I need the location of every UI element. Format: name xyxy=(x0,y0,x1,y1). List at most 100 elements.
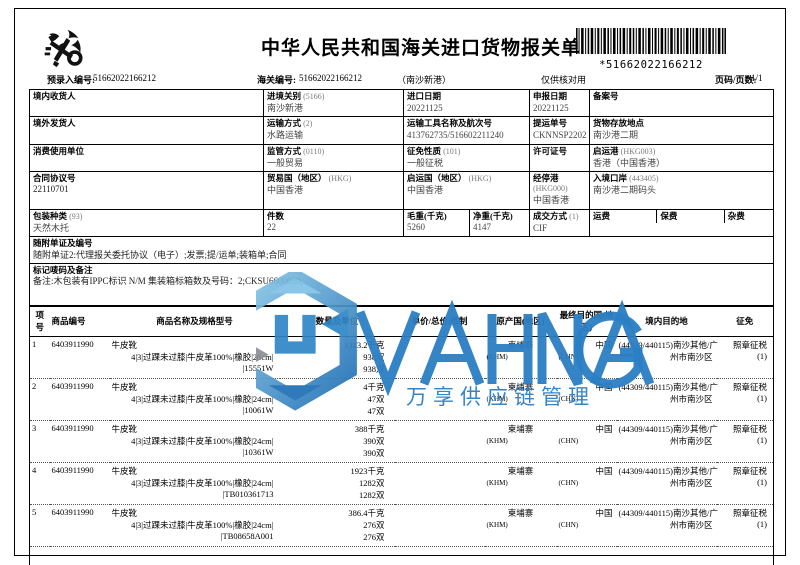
row-qty-line-1: 388千克 xyxy=(354,423,385,434)
cell-name-spec: 牛皮靴 4|3|过踝未过膝|牛皮革100%|橡胶|24cm| |10361W xyxy=(109,420,280,463)
row-dest-code: (44309/440115)南沙其他/广 xyxy=(618,423,718,434)
form-header: 中华人民共和国海关进口货物报关单 xyxy=(29,23,773,73)
col-origin: 原产国(地区) xyxy=(484,305,557,337)
field-consignee-cn[interactable]: 境内收货人 xyxy=(29,88,264,118)
col-hs-code: 商品编号 xyxy=(49,305,110,337)
cell-qty-unit: 4千克 47双 47双 xyxy=(279,378,395,421)
cell-item-no: 5 xyxy=(29,504,50,547)
cell-levy: 照章征税 (1) xyxy=(716,336,774,379)
field-departure-port[interactable]: 启运港 (HKG003) 香港（中国香港） xyxy=(589,143,775,172)
table-row[interactable]: 2 6403911990 牛皮靴 4|3|过踝未过膝|牛皮革100%|橡胶|24cm|… xyxy=(29,378,774,421)
row-goods-spec: 4|3|过踝未过膝|牛皮革100%|橡胶|24cm| xyxy=(131,477,274,488)
declaration-fields-grid: 境内收货人 进境关别 (5166) 南沙新港 进口日期 20221125 申报日… xyxy=(28,88,775,306)
cell-name-spec: 牛皮靴 4|3|过踝未过膝|牛皮革100%|橡胶|24cm| |TB01036171… xyxy=(109,462,280,505)
field-transport-mode[interactable]: 运输方式 (2) 水路运输 xyxy=(263,116,404,145)
row-origin: 柬埔寨 xyxy=(507,423,534,434)
barcode-block: *51662022166212 xyxy=(575,28,727,71)
field-package-type[interactable]: 包装种类 (93) 天然木托 xyxy=(29,208,264,237)
field-license-no[interactable]: 许可证号 xyxy=(529,143,591,172)
field-bill-no[interactable]: 提运单号 CKNNSP2202423 xyxy=(529,116,591,145)
table-spacer-row xyxy=(29,546,774,565)
row-origin-code: (KHM) xyxy=(486,520,508,529)
row-final-dest: 中国 xyxy=(595,465,613,476)
cell-qty-unit: 388千克 390双 390双 xyxy=(279,420,395,463)
table-row[interactable]: 3 6403911990 牛皮靴 4|3|过踝未过膝|牛皮革100%|橡胶|24cm|… xyxy=(29,420,774,463)
row-dest-name: 州市南沙区 xyxy=(669,393,713,404)
row-levy: 照章征税 xyxy=(732,507,767,518)
field-record-no[interactable]: 备案号 xyxy=(589,88,775,118)
row-goods-name: 牛皮靴 xyxy=(111,381,138,392)
field-contract-no[interactable]: 合同协议号 22110701 xyxy=(29,170,264,210)
row-qty-line-3: 1282双 xyxy=(358,489,385,500)
table-row[interactable]: 1 6403911990 牛皮靴 4|3|过踝未过膝|牛皮革100%|橡胶|26cm|… xyxy=(29,336,774,379)
cell-price xyxy=(394,420,485,463)
row-final-dest-code: (CHN) xyxy=(558,436,579,445)
field-freight[interactable]: 运费 xyxy=(590,209,658,224)
field-gross-weight[interactable]: 毛重(千克) 5260 xyxy=(403,208,470,237)
field-trade-country[interactable]: 贸易国（地区） (HKG) 中国香港 xyxy=(263,170,404,210)
field-misc-charges[interactable]: 杂费 xyxy=(727,210,745,221)
cell-item-no: 4 xyxy=(29,462,50,505)
row-levy: 照章征税 xyxy=(732,465,767,476)
row-goods-model: |10361W xyxy=(242,446,274,457)
field-declare-date[interactable]: 申报日期 20221125 xyxy=(529,88,591,118)
field-entry-border[interactable]: 入境口岸 (443405) 南沙港二期码头 xyxy=(589,170,775,210)
page-title: 中华人民共和国海关进口货物报关单 xyxy=(261,38,582,59)
row-goods-model: |TB010361713 xyxy=(222,488,274,499)
row-origin: 柬埔寨 xyxy=(507,465,534,476)
field-last-port[interactable]: 经停港 (HKG000) 中国香港 xyxy=(529,170,591,210)
row-qty-line-3: 47双 xyxy=(367,405,385,416)
pre-entry-value: 51662022166212 xyxy=(93,73,156,83)
field-trade-terms[interactable]: 成交方式 (1) CIF xyxy=(529,208,591,237)
table-row[interactable]: 5 6403911990 牛皮靴 4|3|过踝未过膝|牛皮革100%|橡胶|24cm|… xyxy=(29,504,774,547)
cell-origin: 柬埔寨 (KHM) xyxy=(484,420,557,463)
field-consumer-unit[interactable]: 消费使用单位 xyxy=(29,143,264,172)
cell-levy: 照章征税 (1) xyxy=(716,504,774,547)
row-dest-code: (44309/440115)南沙其他/广 xyxy=(618,465,718,476)
field-vessel-voyage[interactable]: 运输工具名称及航次号 413762735/516602211240 xyxy=(402,116,531,145)
row-origin: 柬埔寨 xyxy=(507,381,534,392)
page-label: 页码/页数: xyxy=(715,75,757,85)
reference-numbers-row: 预录入编号: 51662022166212 海关编号: 516620221662… xyxy=(29,73,773,89)
field-row-1: 境内收货人 进境关别 (5166) 南沙新港 进口日期 20221125 申报日… xyxy=(29,88,775,118)
barcode-number: *51662022166212 xyxy=(599,59,703,71)
field-pieces[interactable]: 件数 22 xyxy=(263,208,404,237)
row-goods-model: |15551W xyxy=(242,362,274,373)
row-dest-code: (44309/440115)南沙其他/广 xyxy=(618,339,718,350)
row-final-dest: 中国 xyxy=(595,339,613,350)
cell-qty-unit: 386.4千克 276双 276双 xyxy=(279,504,395,547)
field-consignor-abroad[interactable]: 境外发货人 xyxy=(29,116,264,145)
customs-no-value: 51662022166212 xyxy=(299,73,362,83)
field-row-5: 包装种类 (93) 天然木托 件数 22 毛重(千克) 5260 净重(千克) … xyxy=(29,208,775,237)
field-attached-documents[interactable]: 随附单证及编号 随附单证2:代理报关委托协议（电子）;发票;提/运单;装箱单;合… xyxy=(28,235,775,264)
cell-domestic-dest: (44309/440115)南沙其他/广 州市南沙区 xyxy=(616,336,718,379)
field-import-date[interactable]: 进口日期 20221125 xyxy=(402,88,531,118)
cell-origin: 柬埔寨 (KHM) xyxy=(484,462,557,505)
row-qty-line-2: 390双 xyxy=(363,435,385,446)
cell-name-spec: 牛皮靴 4|3|过踝未过膝|牛皮革100%|橡胶|24cm| |10061W xyxy=(109,378,280,421)
row-dest-name: 州市南沙区 xyxy=(669,435,713,446)
row-qty-line-2: 276双 xyxy=(363,519,385,530)
cell-final-dest: 中国 (CHN) xyxy=(556,504,617,547)
table-row[interactable]: 4 6403911990 牛皮靴 4|3|过踝未过膝|牛皮革100%|橡胶|24cm|… xyxy=(29,462,774,505)
field-insurance[interactable]: 保费 xyxy=(656,209,725,224)
field-marks-remarks[interactable]: 标记唛码及备注 备注:木包装有IPPC标识 N/M 集装箱标箱数及号码：2;CK… xyxy=(28,262,775,306)
field-levy-nature[interactable]: 征免性质 (101) 一般征税 xyxy=(402,143,531,172)
row-goods-name: 牛皮靴 xyxy=(111,423,138,434)
row-goods-spec: 4|3|过踝未过膝|牛皮革100%|橡胶|24cm| xyxy=(131,519,274,530)
field-storage-place[interactable]: 货物存放地点 南沙港二期 xyxy=(589,116,775,145)
form-sheet: 中华人民共和国海关进口货物报关单 xyxy=(14,8,786,565)
cell-final-dest: 中国 (CHN) xyxy=(556,378,617,421)
field-net-weight[interactable]: 净重(千克) 4147 xyxy=(468,208,531,237)
row-levy: 照章征税 xyxy=(732,339,767,350)
row-levy: 照章征税 xyxy=(732,381,767,392)
row-goods-name: 牛皮靴 xyxy=(111,339,138,350)
row-hs-code: 6403911990 xyxy=(51,464,94,475)
field-entry-port[interactable]: 进境关别 (5166) 南沙新港 xyxy=(263,88,404,118)
cell-origin: 柬埔寨 (KHM) xyxy=(484,378,557,421)
cell-price xyxy=(394,462,485,505)
row-item-no: 4 xyxy=(32,464,37,475)
field-supervision-mode[interactable]: 监管方式 (0110) 一般贸易 xyxy=(263,143,404,172)
field-departure-country[interactable]: 启运国（地区） (HKG) 中国香港 xyxy=(402,170,531,210)
row-dest-name: 州市南沙区 xyxy=(669,519,713,530)
